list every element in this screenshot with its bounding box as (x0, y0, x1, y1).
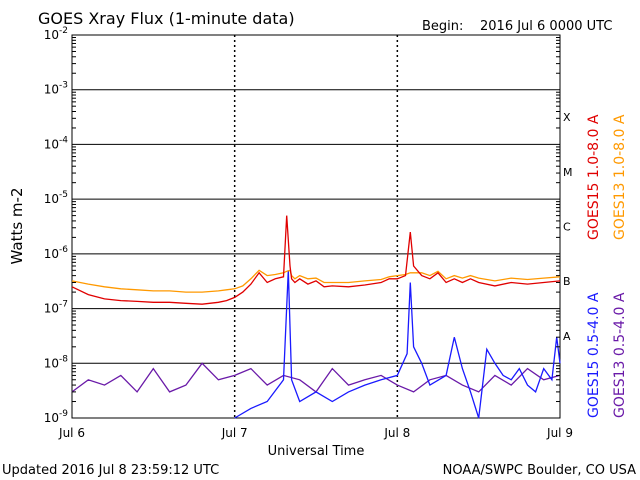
flare-class-label: A (563, 330, 571, 343)
y-tick-label: 10-7 (44, 300, 68, 316)
y-axis-label: Watts m-2 (8, 188, 26, 265)
legend-entry: GOES13 1.0-8.0 A (612, 114, 628, 240)
y-tick-label: 10-4 (44, 135, 69, 151)
y-tick-label: 10-6 (44, 245, 69, 261)
flare-class-label: M (563, 166, 573, 179)
y-tick-label: 10-8 (44, 354, 69, 370)
y-tick-label: 10-5 (44, 190, 68, 206)
x-tick-label: Jul 9 (546, 426, 573, 440)
y-tick-label: 10-3 (44, 81, 68, 97)
flare-class-label: C (563, 221, 571, 234)
x-tick-label: Jul 7 (221, 426, 248, 440)
legend-entry: GOES15 0.5-4.0 A (586, 292, 602, 418)
updated-timestamp: Updated 2016 Jul 8 23:59:12 UTC (2, 463, 219, 478)
credit-text: NOAA/SWPC Boulder, CO USA (443, 463, 636, 478)
x-tick-label: Jul 8 (383, 426, 410, 440)
chart-title: GOES Xray Flux (1-minute data) (38, 9, 295, 28)
begin-label: Begin: (422, 19, 463, 34)
series-line-1 (71, 215, 561, 305)
plot-area (71, 34, 561, 419)
legend-entry: GOES15 1.0-8.0 A (586, 114, 602, 240)
x-tick-label: Jul 6 (58, 426, 85, 440)
flare-class-label: X (563, 111, 571, 124)
flare-class-label: B (563, 275, 571, 288)
x-axis-label: Universal Time (268, 444, 365, 459)
series-line-3 (234, 270, 561, 419)
y-tick-label: 10-9 (44, 409, 69, 425)
y-tick-label: 10-2 (44, 26, 68, 42)
begin-value: 2016 Jul 6 0000 UTC (480, 19, 612, 34)
series-line-2 (71, 269, 561, 293)
legend-entry: GOES13 0.5-4.0 A (612, 292, 628, 418)
